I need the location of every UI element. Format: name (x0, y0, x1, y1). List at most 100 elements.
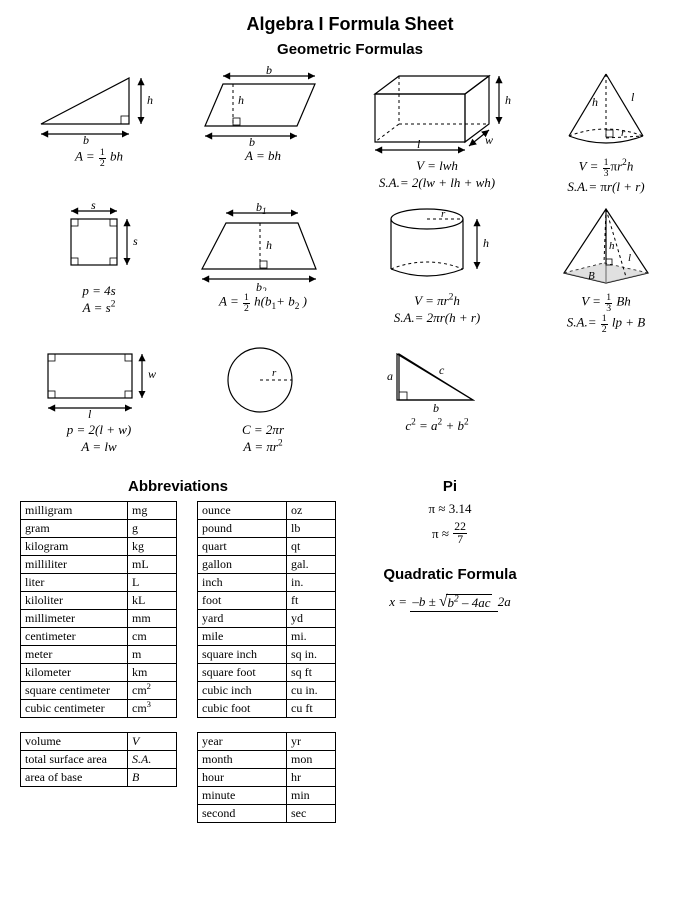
prism-icon: h l l w (357, 66, 517, 156)
table-row: yardyd (198, 610, 336, 628)
rect-p: p = 2(l + w) (67, 422, 132, 439)
table-row: meterm (21, 646, 177, 664)
abbr-symbol: oz (287, 502, 336, 520)
abbr-name: ounce (198, 502, 287, 520)
abbr-symbol: mm (128, 610, 177, 628)
table-row: kiloliterkL (21, 592, 177, 610)
svg-text:h: h (483, 236, 489, 250)
svg-text:s: s (91, 201, 96, 212)
cell-cone: h r l V = 13πr2h S.A.= πr(l + r) (531, 66, 681, 195)
abbr-symbol: yd (287, 610, 336, 628)
svg-text:h: h (238, 93, 244, 107)
pyramid-icon: h l B (546, 201, 666, 291)
circle-a: A = πr2 (243, 439, 282, 456)
prism-v: V = lwh (416, 158, 458, 175)
prism-sa: S.A.= 2(lw + lh + wh) (379, 175, 495, 192)
abbr-name: volume (21, 733, 128, 751)
parallelogram-icon: b b h (193, 66, 333, 146)
pi-approx-2: π ≈ 227 (360, 521, 540, 545)
table-row: inchin. (198, 574, 336, 592)
table-row: gallongal. (198, 556, 336, 574)
pythagoras: c2 = a2 + b2 (405, 418, 468, 435)
trapezoid-icon: b1 b2 h (188, 201, 338, 291)
table-row: millimetermm (21, 610, 177, 628)
abbr-symbol: gal. (287, 556, 336, 574)
svg-text:l: l (88, 407, 92, 420)
table-row: cubic inchcu in. (198, 682, 336, 700)
abbr-symbol: B (128, 769, 177, 787)
abbr-symbol: g (128, 520, 177, 538)
abbr-name: millimeter (21, 610, 128, 628)
abbr-symbol: cm2 (128, 682, 177, 700)
abbr-symbol: hr (287, 769, 336, 787)
cell-cylinder: r h V = πr2h S.A.= 2πr(h + r) (347, 201, 527, 334)
table-row: poundlb (198, 520, 336, 538)
svg-text:h: h (505, 93, 511, 107)
abbr-name: square foot (198, 664, 287, 682)
geometric-grid: b h A = 12 bh b b h A = bh (20, 66, 680, 456)
table-row: minutemin (198, 787, 336, 805)
cell-triangle: b h A = 12 bh (19, 66, 179, 195)
abbr-name: year (198, 733, 287, 751)
table-row: ounceoz (198, 502, 336, 520)
pi-approx-1: π ≈ 3.14 (360, 501, 540, 517)
side-column: Pi π ≈ 3.14 π ≈ 227 Quadratic Formula x … (360, 468, 540, 610)
abbr-name: milligram (21, 502, 128, 520)
circle-c: C = 2πr (242, 422, 284, 439)
cone-v: V = 13πr2h (579, 158, 634, 179)
abbrev-block: Abbreviations milligrammggramgkilogramkg… (20, 468, 336, 823)
triangle-formula: A = 12 bh (75, 148, 123, 169)
abbr-name: square inch (198, 646, 287, 664)
right-triangle-icon: a b c (377, 340, 497, 416)
abbr-name: cubic inch (198, 682, 287, 700)
abbr-symbol: km (128, 664, 177, 682)
table-row: volumeV (21, 733, 177, 751)
abbr-symbol: m (128, 646, 177, 664)
cell-pyramid: h l B V = 13 Bh S.A.= 12 lp + B (531, 201, 681, 334)
pi-heading: Pi (360, 478, 540, 495)
abbr-symbol: V (128, 733, 177, 751)
svg-text:w: w (148, 367, 156, 381)
abbr-symbol: S.A. (128, 751, 177, 769)
cone-icon: h r l (551, 66, 661, 156)
abbr-name: square centimeter (21, 682, 128, 700)
abbr-symbol: in. (287, 574, 336, 592)
abbr-symbol: kg (128, 538, 177, 556)
rectangle-icon: l w (34, 340, 164, 420)
svg-text:h: h (266, 238, 272, 252)
cell-empty (531, 340, 681, 456)
cylinder-sa: S.A.= 2πr(h + r) (394, 310, 481, 327)
abbr-name: mile (198, 628, 287, 646)
cone-sa: S.A.= πr(l + r) (567, 179, 644, 196)
svg-text:r: r (441, 208, 446, 220)
abbr-name: kilometer (21, 664, 128, 682)
svg-text:b1: b1 (256, 201, 267, 216)
cell-trapezoid: b1 b2 h A = 12 h(b1+ b2 ) (183, 201, 343, 334)
svg-text:b: b (83, 133, 89, 146)
table-row: milligrammg (21, 502, 177, 520)
table-row: cubic footcu ft (198, 700, 336, 718)
abbr-name: hour (198, 769, 287, 787)
abbr-name: yard (198, 610, 287, 628)
abbr-name: month (198, 751, 287, 769)
table-row: literL (21, 574, 177, 592)
abbr-symbol: sq in. (287, 646, 336, 664)
table-row: footft (198, 592, 336, 610)
abbr-name: total surface area (21, 751, 128, 769)
table-row: centimetercm (21, 628, 177, 646)
table-row: total surface areaS.A. (21, 751, 177, 769)
table-row: secondsec (198, 805, 336, 823)
pyramid-sa: S.A.= 12 lp + B (567, 314, 645, 335)
svg-text:s: s (133, 234, 138, 248)
abbr-name: kilogram (21, 538, 128, 556)
table-row: milemi. (198, 628, 336, 646)
abbr-table-left2: volumeVtotal surface areaS.A.area of bas… (20, 732, 177, 787)
bottom-section: Abbreviations milligrammggramgkilogramkg… (20, 468, 680, 823)
quadratic-formula: x = –b ± √b2 – 4ac 2a (360, 593, 540, 611)
abbr-symbol: mi. (287, 628, 336, 646)
abbr-table-right2: yearyrmonthmonhourhrminuteminsecondsec (197, 732, 336, 823)
svg-text:b: b (266, 66, 272, 77)
cell-parallelogram: b b h A = bh (183, 66, 343, 195)
square-icon: s s (49, 201, 149, 281)
abbr-symbol: ft (287, 592, 336, 610)
